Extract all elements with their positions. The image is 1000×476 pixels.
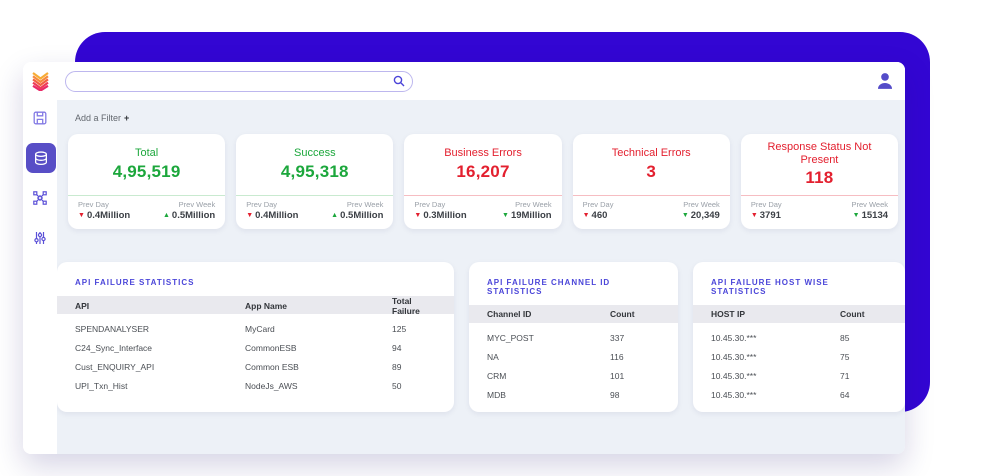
triangle-down-icon: ▼ (246, 212, 254, 219)
table-row: 10.45.30.*** 75 (711, 351, 850, 362)
add-filter-label: Add a Filter (75, 113, 122, 123)
column-header: Channel ID (487, 309, 532, 319)
sidebar-item-save[interactable] (33, 111, 47, 125)
stat-cards-row: Total 4,95,519 Prev Day ▼ 0.4Million Prev… (68, 134, 899, 229)
table-row: Cust_ENQUIRY_API Common ESB 89 (75, 361, 402, 372)
triangle-up-icon: ▲ (162, 212, 170, 219)
column-header: API (75, 301, 90, 311)
table-header-row: HOST IP Count (693, 305, 905, 323)
stat-value: 3 (646, 161, 657, 181)
stat-card-total: Total 4,95,519 Prev Day ▼ 0.4Million Prev… (68, 134, 226, 229)
prev-week-label: Prev Week (178, 200, 216, 209)
stat-title: Total (134, 147, 159, 160)
prev-day-value: ▼ 0.3Million (414, 210, 467, 221)
tables-row: API FAILURE STATISTICS API App Name Tota… (57, 262, 905, 412)
prev-day-value: ▼ 0.4Million (246, 210, 299, 221)
sidebar-item-network[interactable] (33, 191, 47, 205)
column-header: Count (840, 309, 865, 319)
column-header: Count (610, 309, 635, 319)
stat-value: 118 (805, 168, 834, 188)
prev-week-label: Prev Week (683, 200, 720, 209)
table-title: API FAILURE CHANNEL ID STATISTICS (487, 278, 611, 296)
triangle-down-icon: ▼ (414, 212, 422, 219)
stat-title: Response Status Not Present (767, 140, 872, 166)
table-row: UPI_Txn_Hist NodeJs_AWS 50 (75, 380, 402, 391)
triangle-down-icon: ▼ (78, 212, 85, 219)
prev-day-value: ▼ 0.4Million (78, 210, 131, 221)
plus-icon: + (124, 113, 130, 123)
sidebar (23, 62, 57, 454)
table-header-row: Channel ID Count (469, 305, 678, 323)
api-failure-channel-id-table: API FAILURE CHANNEL ID STATISTICS Channe… (469, 262, 678, 412)
prev-week-value: ▲ 0.5Million (162, 210, 216, 221)
table-title: API FAILURE STATISTICS (75, 278, 195, 287)
brand-logo (32, 71, 49, 96)
column-header: App Name (245, 301, 288, 311)
stat-title: Business Errors (444, 147, 522, 160)
sliders-icon (34, 232, 46, 244)
stat-card-response-status: Response Status Not Present 118 Prev Day… (740, 134, 899, 229)
triangle-down-icon: ▼ (852, 212, 860, 219)
triangle-down-icon: ▼ (502, 212, 509, 219)
table-row: SPENDANALYSER MyCard 125 (75, 323, 407, 334)
stat-title: Technical Errors (611, 147, 691, 160)
table-row: MDB 98 (487, 389, 620, 400)
prev-week-value: ▼ 15134 (852, 210, 889, 221)
column-header: HOST IP (711, 309, 746, 319)
sidebar-item-settings[interactable] (33, 231, 47, 245)
table-row: 10.45.30.*** 64 (711, 389, 850, 400)
stat-card-technical-errors: Technical Errors 3 Prev Day ▼ 460 Prev We… (572, 134, 730, 229)
search-button[interactable] (392, 74, 406, 88)
topbar (57, 62, 905, 100)
search-input[interactable] (76, 76, 392, 86)
add-filter-button[interactable]: Add a Filter + (57, 100, 129, 123)
main-area: Add a Filter + Total 4,95,519 Prev Day ▼ 0… (57, 62, 905, 454)
triangle-down-icon: ▼ (750, 212, 758, 219)
prev-day-label: Prev Day (582, 200, 614, 209)
user-icon (877, 73, 893, 89)
triangle-up-icon: ▲ (331, 212, 339, 219)
network-icon (33, 191, 47, 205)
prev-day-label: Prev Day (750, 200, 782, 209)
column-header: Total Failure (392, 296, 420, 316)
database-icon (35, 150, 47, 165)
table-row: CRM 101 (487, 370, 625, 381)
prev-week-value: ▼ 19Million (502, 210, 552, 221)
app-window: Add a Filter + Total 4,95,519 Prev Day ▼ 0… (23, 62, 905, 454)
table-title: API FAILURE HOST WISE STATISTICS (711, 278, 829, 296)
dashboard-content: Add a Filter + Total 4,95,519 Prev Day ▼ 0… (57, 100, 905, 454)
prev-week-label: Prev Week (515, 200, 552, 209)
prev-day-label: Prev Day (78, 200, 109, 209)
stat-title: Success (294, 147, 336, 160)
prev-week-value: ▼ 20,349 (681, 210, 720, 221)
stat-card-business-errors: Business Errors 16,207 Prev Day ▼ 0.3Mill… (404, 134, 562, 229)
table-row: C24_Sync_Interface CommonESB 94 (75, 342, 402, 353)
save-icon (33, 111, 47, 125)
stat-value: 16,207 (456, 161, 510, 181)
sidebar-item-database[interactable] (26, 143, 56, 173)
prev-week-label: Prev Week (851, 200, 889, 209)
prev-day-value: ▼ 460 (582, 210, 608, 221)
triangle-down-icon: ▼ (681, 212, 689, 219)
table-row: 10.45.30.*** 85 (711, 332, 850, 343)
stat-card-success: Success 4,95,318 Prev Day ▼ 0.4Million Pr… (236, 134, 394, 229)
stat-value: 4,95,519 (112, 161, 181, 181)
search-bar (65, 70, 413, 92)
stat-value: 4,95,318 (280, 161, 349, 181)
api-failure-statistics-table: API FAILURE STATISTICS API App Name Tota… (57, 262, 454, 412)
search-icon (393, 75, 405, 87)
table-header-row: API App Name Total Failure (57, 296, 454, 316)
prev-day-value: ▼ 3791 (750, 210, 781, 221)
table-row: 10.45.30.*** 71 (711, 370, 850, 381)
triangle-down-icon: ▼ (582, 212, 590, 219)
prev-day-label: Prev Day (246, 200, 278, 209)
table-row: MYC_POST 337 (487, 332, 625, 343)
prev-week-label: Prev Week (346, 200, 384, 209)
api-failure-host-wise-table: API FAILURE HOST WISE STATISTICS HOST IP… (693, 262, 905, 412)
prev-day-label: Prev Day (414, 200, 446, 209)
user-avatar[interactable] (874, 70, 896, 92)
prev-week-value: ▲ 0.5Million (331, 210, 384, 221)
table-row: NA 116 (487, 351, 624, 362)
